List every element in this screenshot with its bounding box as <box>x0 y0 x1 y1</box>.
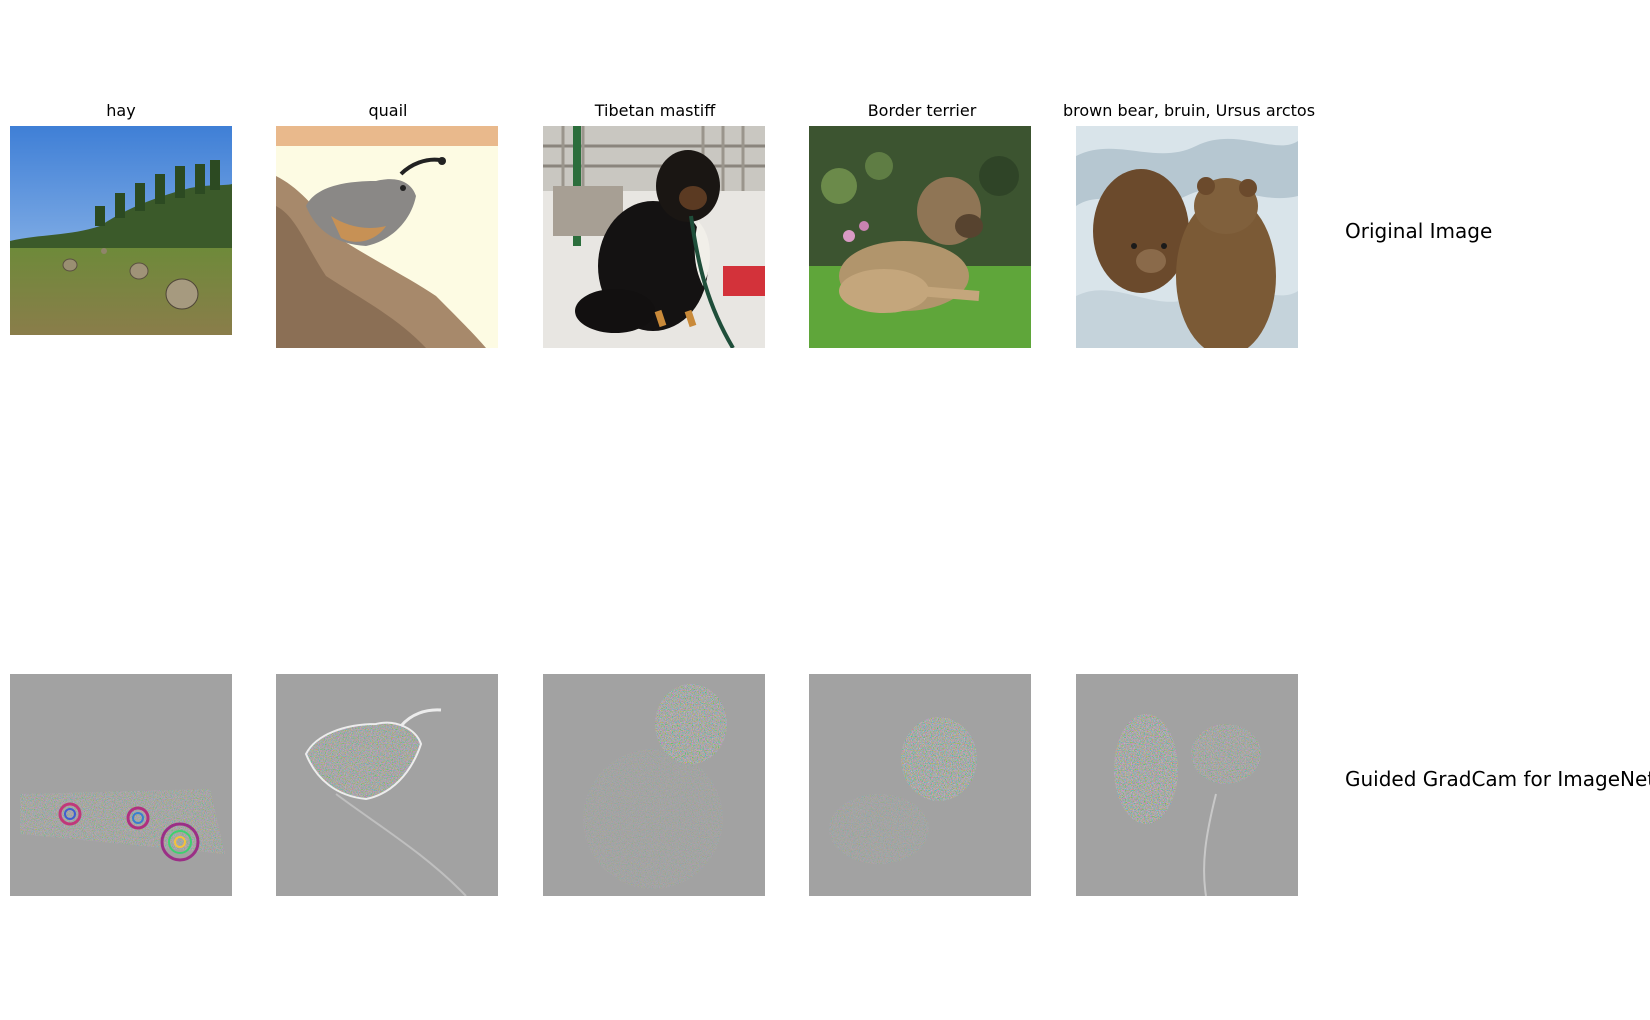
column-title-border-terrier: Border terrier <box>772 101 1072 120</box>
mastiff-photo-icon <box>543 126 765 348</box>
column-title-hay: hay <box>0 101 271 120</box>
terrier-photo-icon <box>809 126 1031 348</box>
bear-photo-icon <box>1076 126 1298 348</box>
row-label-original-image: Original Image <box>1345 219 1492 243</box>
quail-saliency-map-icon <box>276 674 498 896</box>
terrier-saliency-map-icon <box>809 674 1031 896</box>
row-label-guided-gradcam: Guided GradCam for ImageNet <box>1345 767 1650 791</box>
column-title-brown-bear: brown bear, bruin, Ursus arctos <box>1039 101 1339 120</box>
column-title-quail: quail <box>238 101 538 120</box>
hay-field-photo-icon <box>10 126 232 335</box>
bear-saliency-map-icon <box>1076 674 1298 896</box>
hay-saliency-map-icon <box>10 674 232 896</box>
quail-photo-icon <box>276 126 498 348</box>
column-title-tibetan-mastiff: Tibetan mastiff <box>505 101 805 120</box>
mastiff-saliency-map-icon <box>543 674 765 896</box>
